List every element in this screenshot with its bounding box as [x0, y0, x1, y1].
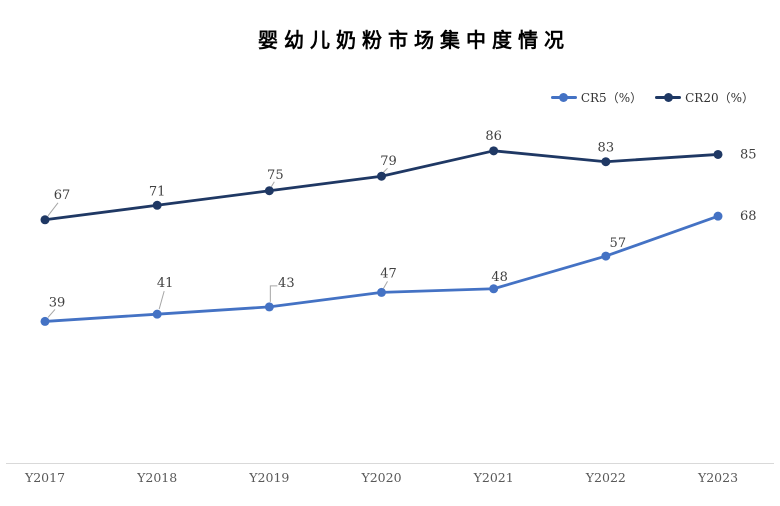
x-axis-label: Y2017 — [24, 470, 65, 485]
legend-label-cr5: CR5（%） — [580, 91, 643, 105]
x-axis-label: Y2021 — [473, 470, 514, 485]
x-axis-label: Y2022 — [585, 470, 626, 485]
data-point-marker[interactable] — [377, 171, 386, 181]
cr20-legend-dot — [663, 93, 673, 102]
label-leader-line — [383, 281, 388, 289]
data-label: 85 — [740, 147, 757, 162]
x-axis-label: Y2019 — [248, 470, 289, 485]
data-point-marker[interactable] — [40, 215, 50, 225]
data-label: 48 — [491, 270, 508, 285]
data-label: 68 — [740, 209, 757, 224]
cr5-line-marker-icon — [550, 92, 577, 103]
data-label: 41 — [157, 276, 174, 291]
x-axis-label: Y2020 — [360, 470, 401, 485]
data-label: 47 — [380, 266, 397, 281]
x-axis-label: Y2018 — [136, 470, 177, 485]
legend: CR5（%） CR20（%） — [550, 89, 754, 106]
data-point-marker[interactable] — [601, 251, 611, 261]
data-label: 75 — [267, 168, 284, 183]
data-point-marker[interactable] — [713, 149, 723, 159]
data-label: 57 — [610, 236, 627, 251]
legend-label-cr20: CR20（%） — [685, 91, 754, 105]
cr5-legend-dot — [559, 93, 569, 102]
data-point-marker[interactable] — [713, 211, 723, 221]
data-label: 67 — [54, 188, 71, 203]
data-point-marker[interactable] — [601, 157, 611, 167]
label-leader-line — [158, 291, 165, 310]
data-label: 71 — [149, 184, 166, 199]
chart-title: 婴幼儿奶粉市场集中度情况 — [258, 28, 570, 52]
label-leader-line — [270, 181, 275, 188]
data-label: 79 — [380, 154, 397, 169]
data-point-marker[interactable] — [152, 200, 162, 210]
data-point-marker[interactable] — [264, 186, 274, 196]
cr20-line-marker-icon — [655, 92, 682, 103]
legend-item-cr5[interactable]: CR5（%） — [550, 89, 643, 106]
data-label: 39 — [49, 295, 66, 310]
data-label: 86 — [485, 129, 502, 144]
data-point-marker[interactable] — [152, 309, 162, 319]
data-point-marker[interactable] — [489, 146, 499, 156]
legend-item-cr20[interactable]: CR20（%） — [655, 89, 754, 106]
label-leader-line — [47, 309, 56, 318]
data-point-marker[interactable] — [489, 284, 499, 294]
data-point-marker[interactable] — [264, 302, 274, 312]
x-axis-label: Y2023 — [697, 470, 738, 485]
label-leader-line — [383, 167, 388, 173]
data-point-marker[interactable] — [377, 287, 386, 297]
data-point-marker[interactable] — [40, 316, 50, 326]
label-leader-line — [269, 285, 278, 302]
data-label: 83 — [598, 141, 615, 156]
label-leader-line — [47, 202, 59, 217]
data-label: 43 — [278, 276, 295, 291]
